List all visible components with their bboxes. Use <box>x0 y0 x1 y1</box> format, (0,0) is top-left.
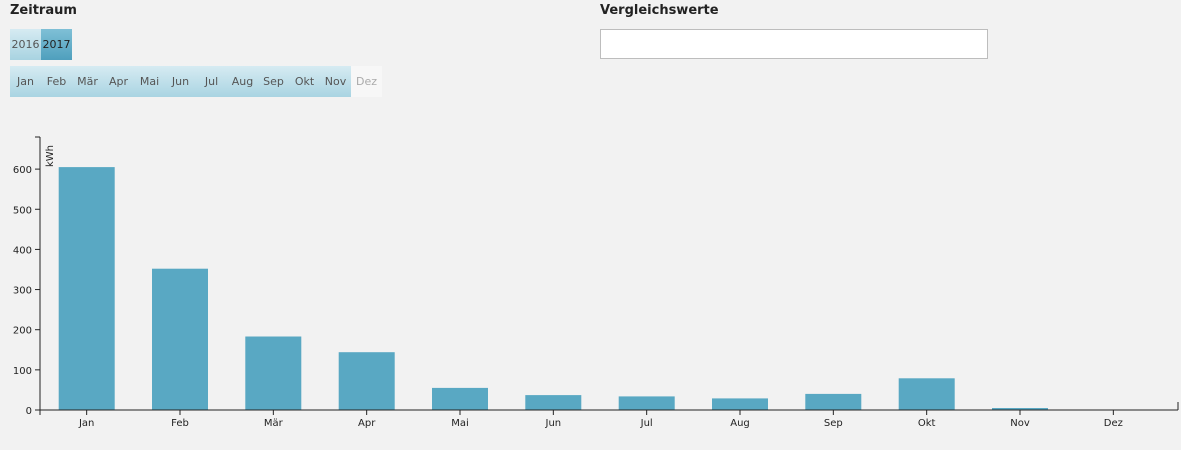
consumption-bar-chart: Jan Feb Mär Apr Mai Jun Jul Aug Sep Okt Nov Dez 0 100… <box>13 136 1179 429</box>
month-button-10[interactable]: Nov <box>320 66 351 97</box>
vergleichswerte-title: Vergleichswerte <box>600 3 719 18</box>
y-tick-label: 300 <box>13 286 32 297</box>
x-tick-label: Okt <box>918 418 936 429</box>
x-tick-label: Sep <box>824 418 843 429</box>
bar-Aug <box>712 398 768 410</box>
vergleichswerte-input[interactable] <box>600 29 988 59</box>
year-button-2017[interactable]: 2017 <box>41 29 72 60</box>
month-button-5[interactable]: Jun <box>165 66 196 97</box>
y-tick-label: 100 <box>13 366 32 377</box>
month-button-0[interactable]: Jan <box>10 66 41 97</box>
month-button-11: Dez <box>351 66 382 97</box>
month-button-8[interactable]: Sep <box>258 66 289 97</box>
month-selector: Jan Feb Mär Apr Mai Jun Jul Aug Sep Okt Nov Dez <box>10 66 382 97</box>
bar-Jan <box>58 167 115 410</box>
zeitraum-title: Zeitraum <box>10 3 77 18</box>
bar-Mär <box>245 336 302 410</box>
y-tick-label: 0 <box>26 406 32 417</box>
bar-Mai <box>432 387 488 410</box>
month-button-4[interactable]: Mai <box>134 66 165 97</box>
month-button-2[interactable]: Mär <box>72 66 103 97</box>
month-button-7[interactable]: Aug <box>227 66 258 97</box>
x-tick-label: Apr <box>358 418 376 429</box>
x-tick-label: Dez <box>1104 418 1123 429</box>
x-tick-label: Jan <box>78 418 94 429</box>
bar-Feb <box>152 268 208 410</box>
x-tick-label: Jul <box>640 418 653 429</box>
x-tick-label: Mär <box>264 418 284 429</box>
bar-Nov <box>992 408 1048 410</box>
x-tick-label: Nov <box>1010 418 1030 429</box>
month-button-3[interactable]: Apr <box>103 66 134 97</box>
y-axis-label: kWh <box>45 145 56 167</box>
year-selector: 2016 2017 <box>10 29 72 60</box>
bar-Jul <box>618 396 675 410</box>
month-button-9[interactable]: Okt <box>289 66 320 97</box>
bar-Okt <box>898 378 955 410</box>
month-button-1[interactable]: Feb <box>41 66 72 97</box>
x-tick-label: Mai <box>451 418 469 429</box>
y-tick-label: 500 <box>13 205 32 216</box>
x-tick-label: Jun <box>545 418 562 429</box>
bar-Jun <box>525 395 582 410</box>
y-tick-label: 600 <box>13 165 32 176</box>
y-tick-label: 400 <box>13 245 32 256</box>
month-button-6[interactable]: Jul <box>196 66 227 97</box>
bar-Sep <box>805 393 862 410</box>
year-button-2016[interactable]: 2016 <box>10 29 41 60</box>
y-tick-label: 200 <box>13 326 32 337</box>
x-tick-label: Feb <box>171 418 189 429</box>
x-tick-label: Aug <box>730 418 750 429</box>
bar-Apr <box>338 352 395 410</box>
